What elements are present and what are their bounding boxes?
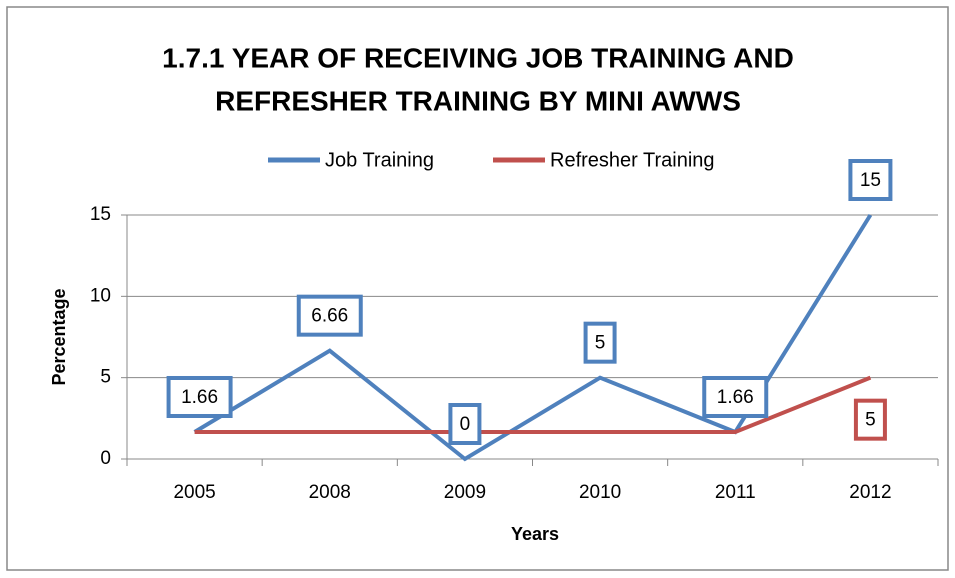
y-tick-label: 10 — [90, 285, 111, 306]
data-label-box — [848, 159, 893, 201]
data-label: 1.66 — [717, 387, 754, 408]
data-label: 0 — [460, 414, 471, 435]
data-label: 5 — [865, 410, 876, 431]
x-tick-label: 2008 — [309, 482, 351, 503]
x-axis-label: Years — [511, 524, 559, 544]
legend-label: Job Training — [325, 149, 434, 171]
data-label-box — [166, 375, 233, 418]
x-tick-label: 2009 — [444, 482, 486, 503]
data-label: 6.66 — [311, 306, 348, 327]
legend-label: Refresher Training — [550, 149, 715, 171]
data-label: 5 — [595, 333, 606, 354]
data-label-box — [583, 321, 617, 364]
data-label-box — [296, 294, 363, 337]
data-label-box — [702, 375, 769, 418]
data-label: 15 — [860, 170, 881, 191]
y-tick-label: 0 — [100, 448, 111, 469]
data-label-box — [448, 403, 482, 445]
data-label-box — [853, 398, 887, 441]
x-tick-label: 2010 — [579, 482, 621, 503]
y-axis-label: Percentage — [49, 288, 69, 385]
chart-title: REFRESHER TRAINING BY MINI AWWS — [215, 85, 741, 116]
y-tick-label: 5 — [100, 367, 111, 388]
x-tick-label: 2012 — [849, 482, 891, 503]
chart-title: 1.7.1 YEAR OF RECEIVING JOB TRAINING AND — [162, 42, 794, 73]
y-tick-label: 15 — [90, 204, 111, 225]
series-line — [194, 375, 872, 434]
chart-border — [6, 6, 949, 571]
x-tick-label: 2005 — [173, 482, 215, 503]
data-label: 1.66 — [181, 387, 218, 408]
x-tick-label: 2011 — [715, 482, 756, 503]
